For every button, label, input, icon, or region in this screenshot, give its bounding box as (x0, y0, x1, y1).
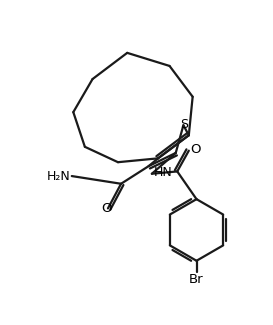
Text: O: O (101, 202, 112, 215)
Text: H₂N: H₂N (47, 170, 71, 183)
Text: Br: Br (189, 273, 204, 286)
Text: O: O (190, 143, 201, 156)
Text: S: S (180, 118, 188, 131)
Text: HN: HN (153, 166, 172, 179)
